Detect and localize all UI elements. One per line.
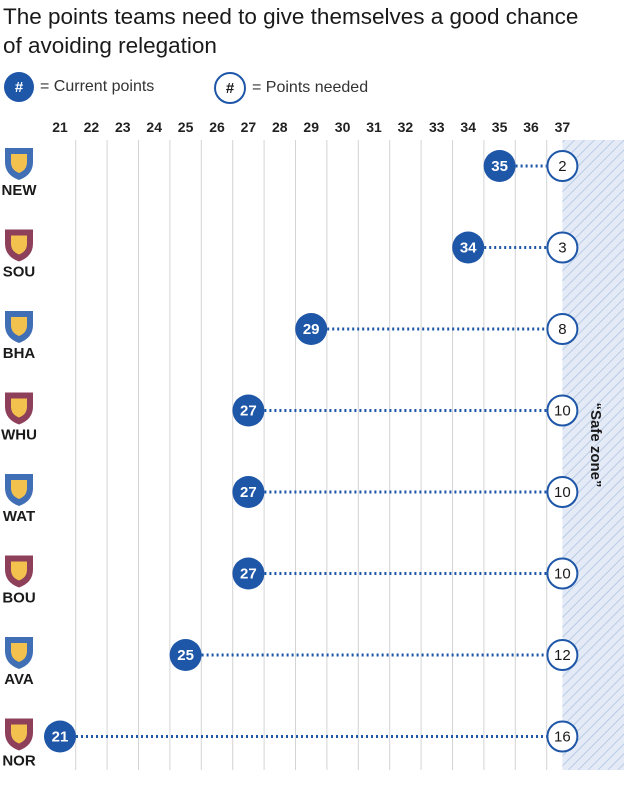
current-points-marker [44, 720, 76, 753]
safe-zone-label: “Safe zone” [587, 402, 604, 487]
x-tick-label: 29 [303, 119, 319, 135]
legend-needed-label: = Points needed [252, 79, 369, 96]
brighton-crest-icon [5, 311, 33, 343]
x-tick-label: 22 [84, 119, 100, 135]
points-needed-label: 2 [558, 158, 566, 175]
points-needed-marker [546, 557, 579, 590]
team-abbr: AVA [4, 671, 34, 688]
aston-villa-crest-icon [5, 637, 33, 669]
points-needed-label: 16 [554, 729, 571, 746]
points-chart: “Safe zone” 21 22 23 24 25 26 27 28 29 30 31 32 33 34… [1, 119, 624, 770]
points-needed-marker [546, 476, 579, 508]
bournemouth-crest-icon [5, 555, 33, 588]
legend-needed: # = Points needed [214, 72, 368, 104]
newcastle-crest-icon [5, 148, 33, 180]
points-needed-marker [546, 639, 579, 671]
x-tick-label: 35 [492, 119, 508, 135]
norwich-crest-icon [5, 718, 33, 751]
points-needed-label: 12 [554, 647, 571, 664]
legend-current-label: = Current points [40, 78, 155, 95]
points-needed-label: 10 [554, 403, 571, 420]
x-tick-label: 28 [272, 119, 288, 135]
x-tick-label: 23 [115, 119, 131, 135]
points-needed-label: 10 [554, 566, 571, 583]
current-points-marker [452, 231, 485, 264]
chart-title: The points teams need to give themselves… [3, 4, 579, 58]
points-needed-marker [546, 720, 579, 753]
x-tick-label: 37 [555, 119, 571, 135]
points-needed-marker [546, 313, 579, 345]
legend-current-marker: # [4, 72, 34, 102]
current-points-marker [232, 476, 265, 508]
points-needed-marker [546, 231, 579, 264]
x-tick-label: 32 [398, 119, 414, 135]
team-abbr: SOU [3, 264, 36, 281]
team-row-nor: NOR 16 21 [2, 718, 579, 770]
team-abbr: WHU [1, 427, 37, 444]
x-tick-label: 36 [523, 119, 539, 135]
x-tick-label: 27 [241, 119, 257, 135]
team-abbr: BHA [3, 345, 36, 362]
x-tick-label: 31 [366, 119, 382, 135]
team-abbr: BOU [2, 590, 35, 607]
team-row-wat: WAT 10 27 [3, 474, 579, 525]
team-row-bou: BOU 10 27 [2, 555, 579, 607]
team-row-ava: AVA 12 25 [4, 637, 579, 688]
points-needed-marker [546, 394, 579, 427]
team-row-sou: SOU 3 34 [3, 229, 579, 281]
x-tick-label: 21 [52, 119, 68, 135]
current-points-label: 21 [52, 729, 69, 746]
x-tick-label: 34 [460, 119, 476, 135]
watford-crest-icon [5, 474, 33, 506]
west-ham-crest-icon [5, 392, 33, 425]
team-row-new: NEW 2 35 [2, 148, 579, 199]
x-tick-label: 25 [178, 119, 194, 135]
current-points-label: 27 [240, 403, 257, 420]
current-points-marker [232, 394, 265, 427]
current-points-label: 34 [460, 240, 477, 257]
southampton-crest-icon [5, 229, 33, 262]
current-points-marker [169, 639, 202, 671]
points-needed-label: 10 [554, 484, 571, 501]
current-points-label: 27 [240, 566, 257, 583]
points-needed-label: 3 [558, 240, 566, 257]
current-points-marker [295, 313, 328, 345]
current-points-marker [232, 557, 265, 590]
x-tick-label: 33 [429, 119, 445, 135]
legend-current: # = Current points [4, 72, 154, 102]
team-row-bha: BHA 8 29 [3, 311, 579, 362]
team-abbr: NEW [2, 182, 38, 199]
team-row-whu: WHU 10 27 [1, 392, 579, 444]
current-points-label: 25 [177, 647, 194, 664]
points-needed-label: 8 [558, 321, 566, 338]
legend-needed-marker: # [214, 72, 246, 104]
current-points-label: 27 [240, 484, 257, 501]
x-tick-label: 30 [335, 119, 351, 135]
team-abbr: NOR [2, 753, 36, 770]
points-needed-marker [546, 150, 579, 182]
team-abbr: WAT [3, 508, 35, 525]
x-tick-label: 26 [209, 119, 225, 135]
current-points-marker [483, 150, 516, 182]
current-points-label: 29 [303, 321, 320, 338]
current-points-label: 35 [491, 158, 508, 175]
x-tick-label: 24 [146, 119, 162, 135]
